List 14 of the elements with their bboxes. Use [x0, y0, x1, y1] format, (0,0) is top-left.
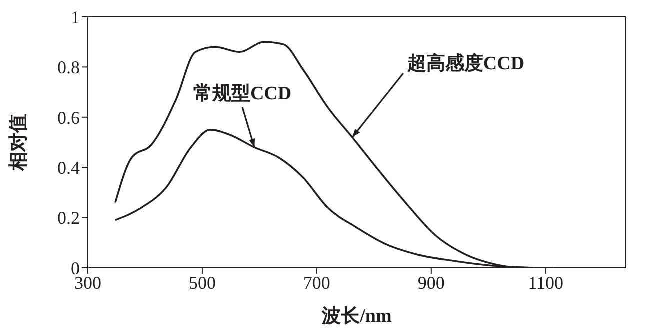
annotation: 常规型CCD — [193, 82, 292, 105]
x-tick-label: 500 — [188, 272, 216, 293]
x-tick-label: 700 — [303, 272, 330, 293]
y-tick-label: 0 — [71, 258, 80, 278]
x-tick-label: 900 — [418, 272, 445, 293]
x-tick-label: 1100 — [528, 272, 564, 293]
annotation: 超高感度CCD — [406, 52, 525, 74]
x-axis-title: 波长/nm — [321, 305, 392, 327]
y-tick-label: 0.8 — [58, 58, 80, 78]
y-axis-title: 相对值 — [8, 114, 30, 172]
y-tick-label: 0.2 — [58, 208, 80, 228]
y-tick-label: 1 — [71, 7, 80, 28]
y-tick-label: 0.6 — [58, 108, 80, 128]
y-tick-label: 0.4 — [58, 158, 80, 178]
